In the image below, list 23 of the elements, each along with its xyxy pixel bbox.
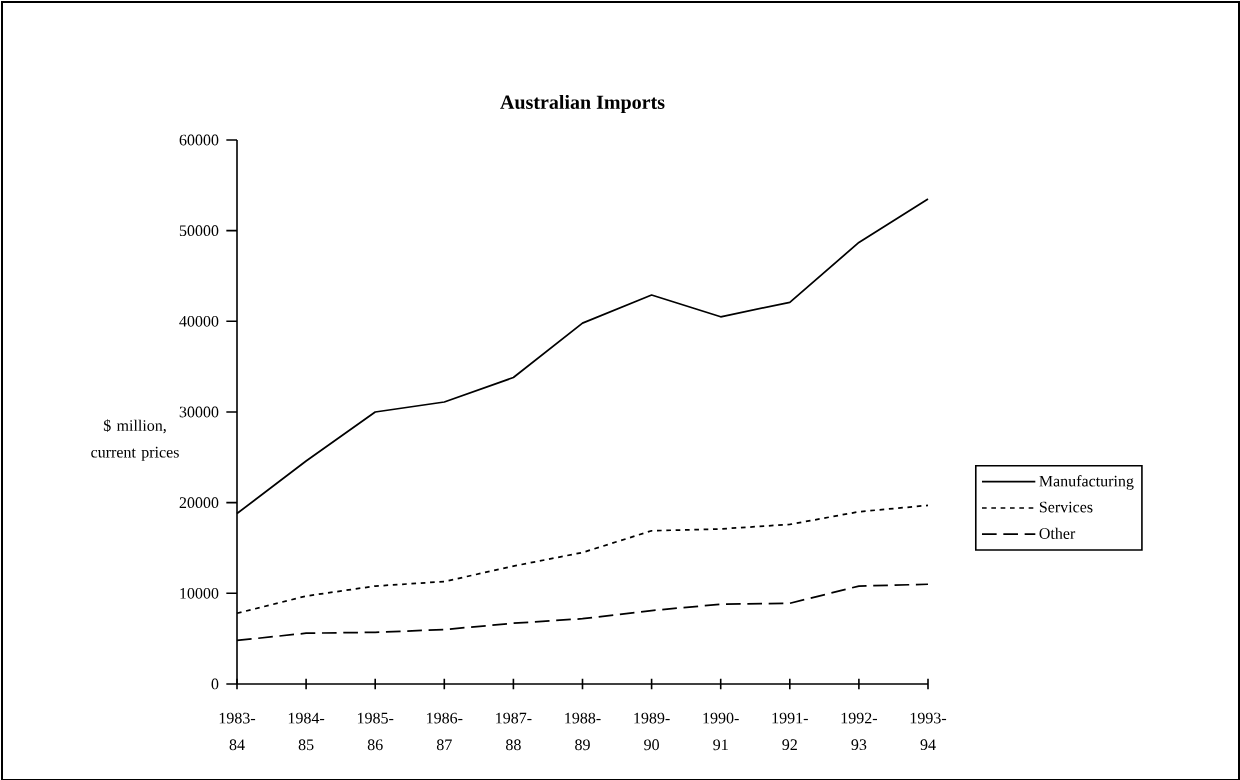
legend-label: Other (1039, 527, 1076, 539)
x-tick-label: 1991-92 (772, 712, 808, 751)
x-tick-label: 1985-86 (357, 712, 394, 751)
y-tick-label: 30000 (179, 406, 219, 418)
x-tick-label: 1990-91 (703, 712, 739, 751)
x-tick-label: 1989-90 (634, 712, 670, 751)
y-tick-label: 40000 (179, 315, 219, 327)
x-tick-label: 1992-93 (841, 712, 877, 751)
x-tick-label: 1984-85 (288, 712, 325, 751)
y-tick-label: 50000 (179, 225, 219, 237)
x-tick-label: 1983-84 (219, 712, 256, 751)
y-tick-label: 10000 (180, 587, 219, 599)
x-tick-label: 1993-94 (910, 712, 947, 751)
x-tick-label: 1987-88 (496, 712, 532, 751)
legend-label: Services (1039, 501, 1093, 513)
x-tick-label: 1988-89 (565, 712, 601, 751)
x-tick-label: 1986-87 (427, 712, 463, 751)
legend-label: Manufacturing (1039, 475, 1134, 490)
y-tick-label: 20000 (179, 497, 219, 509)
y-axis-title: $ million, current prices (91, 419, 179, 461)
y-tick-label: 60000 (179, 134, 219, 146)
chart-title: Australian Imports (500, 94, 665, 114)
y-tick-label: 0 (211, 678, 219, 690)
